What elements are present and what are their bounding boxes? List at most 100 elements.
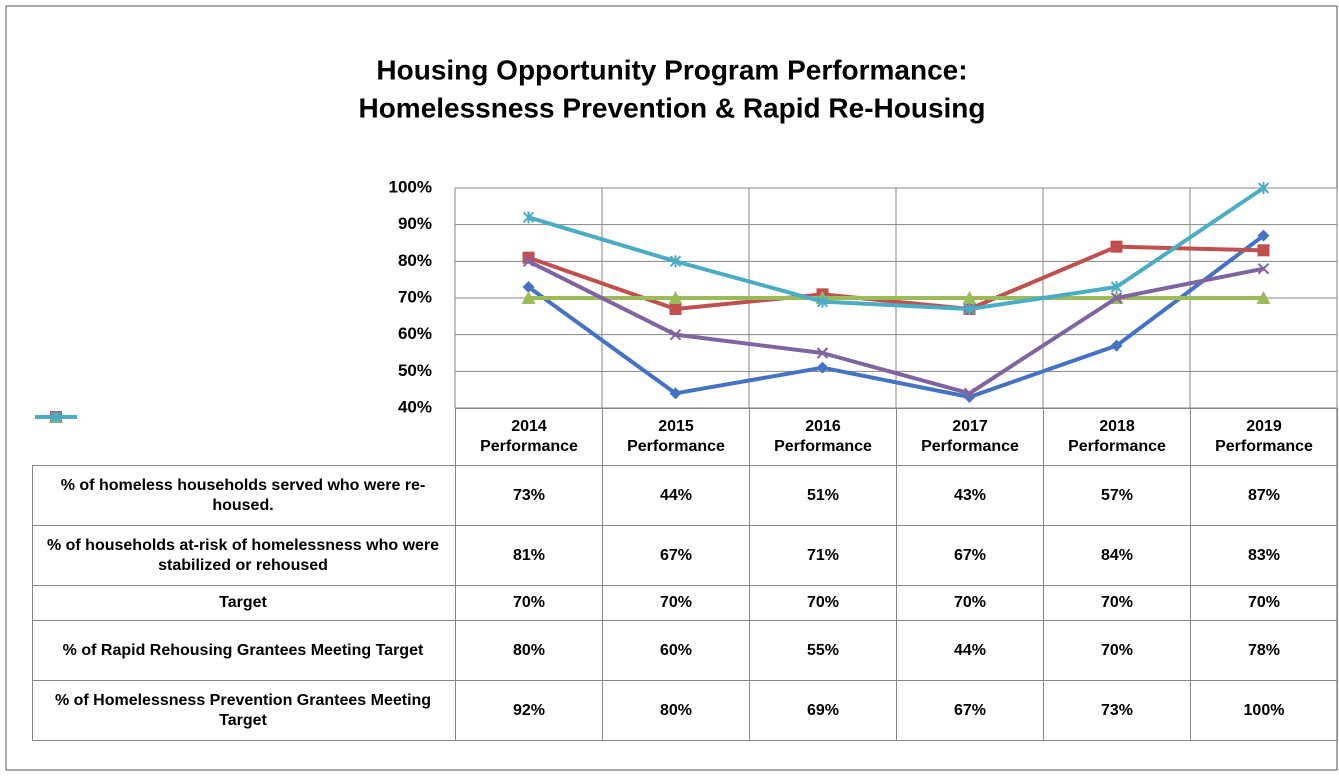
data-cell: 60% xyxy=(602,620,750,681)
data-cell: 55% xyxy=(749,620,897,681)
legend-item: Target xyxy=(34,409,451,613)
y-tick-label: 40% xyxy=(398,397,432,416)
x-tick-label: 2016 Performance xyxy=(774,418,872,455)
legend-item: % of Rapid Rehousing Grantees Meeting Ta… xyxy=(34,410,451,661)
data-cell: 70% xyxy=(896,585,1044,621)
legend-cell: % of homeless households served who were… xyxy=(32,410,456,526)
legend-item: % of Homelessness Prevention Grantees Me… xyxy=(34,410,451,731)
chart-title: Housing Opportunity Program Performance: xyxy=(376,54,967,85)
legend-cell: % of households at-risk of homelessness … xyxy=(32,410,456,586)
data-cell: 78% xyxy=(1190,620,1338,681)
marker xyxy=(669,387,682,400)
series-row: % of Rapid Rehousing Grantees Meeting Ta… xyxy=(32,410,1338,681)
series-line xyxy=(527,234,1265,399)
marker xyxy=(1257,262,1270,275)
data-cell: 92% xyxy=(455,680,603,741)
data-cell: 43% xyxy=(896,465,1044,526)
marker xyxy=(1257,229,1270,242)
y-tick-label: 50% xyxy=(398,361,432,380)
legend-label: Target xyxy=(219,594,267,611)
y-tick-label: 60% xyxy=(398,324,432,343)
data-cell: 67% xyxy=(896,525,1044,586)
legend-cell: % of Rapid Rehousing Grantees Meeting Ta… xyxy=(32,410,456,681)
marker xyxy=(1110,292,1123,304)
legend-label: % of homeless households served who were… xyxy=(60,476,426,514)
x-tick-label: 2019 Performance xyxy=(1215,418,1313,455)
chart-title: Homelessness Prevention & Rapid Re-Housi… xyxy=(358,92,985,123)
x-tick-label: 2014 Performance xyxy=(480,418,578,455)
data-cell: 70% xyxy=(749,585,897,621)
marker xyxy=(1257,244,1270,257)
legend-item: % of households at-risk of homelessness … xyxy=(34,410,451,576)
x-tick-label: 2018 Performance xyxy=(1068,418,1166,455)
header-cell: 2016 Performance xyxy=(749,408,897,466)
header-row: 2014 Performance 2015 Performance 2016 Per… xyxy=(33,408,1338,466)
legend-label: % of households at-risk of homelessness … xyxy=(46,536,440,574)
marker xyxy=(522,255,535,268)
series-line xyxy=(527,244,1264,311)
legend-item: % of homeless households served who were… xyxy=(34,410,451,516)
data-cell: 70% xyxy=(1043,585,1191,621)
data-cell: 71% xyxy=(749,525,897,586)
marker xyxy=(963,387,976,400)
data-cell: 81% xyxy=(455,525,603,586)
marker xyxy=(816,361,829,374)
y-tick-label: 80% xyxy=(398,251,432,270)
header-cell: 2015 Performance xyxy=(602,408,750,466)
data-cell: 57% xyxy=(1043,465,1191,526)
data-cell: 51% xyxy=(749,465,897,526)
data-cell: 73% xyxy=(455,465,603,526)
y-tick-label: 90% xyxy=(398,214,432,233)
legend-label: % of Homelessness Prevention Grantees Me… xyxy=(54,691,432,729)
data-cell: 70% xyxy=(455,585,603,621)
legend-cell: Target xyxy=(32,409,456,621)
data-cell: 73% xyxy=(1043,680,1191,741)
series-line xyxy=(527,259,1264,396)
header-cell: 2017 Performance xyxy=(896,408,1044,466)
data-cell: 67% xyxy=(896,680,1044,741)
data-cell: 70% xyxy=(1043,620,1191,681)
marker xyxy=(1110,240,1123,253)
header-cell: 2018 Performance xyxy=(1043,408,1191,466)
x-tick-label: 2017 Performance xyxy=(921,418,1019,455)
header-cell: 2019 Performance xyxy=(1190,408,1338,466)
data-cell: 87% xyxy=(1190,465,1338,526)
data-cell: 70% xyxy=(602,585,750,621)
marker xyxy=(49,410,62,423)
series-line xyxy=(527,186,1265,311)
legend-swatch xyxy=(34,410,77,423)
series-row: % of households at-risk of homelessness … xyxy=(32,410,1338,586)
marker xyxy=(669,303,682,315)
legend-cell: % of Homelessness Prevention Grantees Me… xyxy=(32,410,456,741)
data-cell: 80% xyxy=(602,680,750,741)
marker xyxy=(1257,182,1270,194)
data-cell: 44% xyxy=(602,465,750,526)
marker xyxy=(1110,281,1123,293)
series-row: Target 70% 70% 70% 70% 70% 70% xyxy=(32,409,1338,621)
marker xyxy=(669,328,682,341)
marker xyxy=(668,291,683,304)
data-cell: 44% xyxy=(896,620,1044,681)
corner-cell xyxy=(33,409,456,466)
series-row: % of homeless households served who were… xyxy=(32,410,1338,526)
header-cell: 2014 Performance xyxy=(455,408,603,466)
marker xyxy=(816,347,829,359)
marker xyxy=(963,303,976,315)
data-cell: 67% xyxy=(602,525,750,586)
y-tick-label: 70% xyxy=(398,287,432,306)
data-cell: 100% xyxy=(1190,680,1338,741)
marker xyxy=(522,281,535,293)
marker xyxy=(521,291,536,304)
data-cell: 84% xyxy=(1043,525,1191,586)
marker xyxy=(1256,291,1271,304)
marker xyxy=(962,291,977,304)
marker xyxy=(1110,339,1123,352)
legend-label: % of Rapid Rehousing Grantees Meeting Ta… xyxy=(62,641,424,659)
data-cell: 70% xyxy=(1190,585,1338,621)
marker xyxy=(816,295,829,308)
data-table: 2014 Performance 2015 Performance 2016 Per… xyxy=(32,408,1338,741)
marker xyxy=(522,211,535,224)
series-row: % of Homelessness Prevention Grantees Me… xyxy=(32,410,1338,741)
